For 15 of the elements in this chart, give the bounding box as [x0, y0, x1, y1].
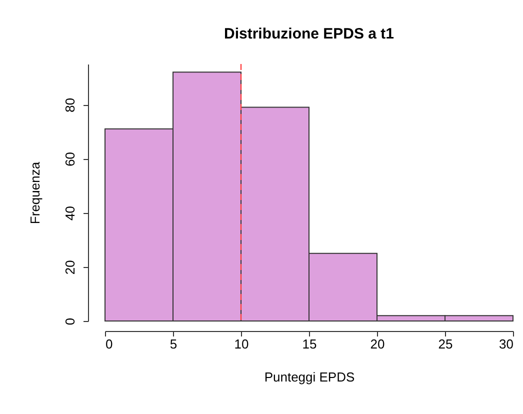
x-tick-label: 25 [438, 336, 453, 352]
x-tick-label: 0 [106, 336, 113, 352]
y-tick-label: 40 [62, 206, 78, 221]
y-tick-label: 20 [62, 260, 78, 275]
chart-title: Distribuzione EPDS a t1 [224, 25, 394, 42]
x-tick-label: 5 [170, 336, 178, 352]
x-tick-label: 30 [499, 336, 514, 352]
y-tick-label: 0 [62, 318, 78, 326]
y-tick-label: 60 [62, 152, 78, 166]
x-tick-label: 20 [370, 336, 385, 352]
x-tick-label: 15 [302, 336, 317, 352]
x-axis-title: Punteggi EPDS [264, 370, 355, 384]
y-axis-title: Frequenza [28, 161, 42, 224]
x-tick-label: 10 [234, 336, 249, 352]
y-tick-label: 80 [62, 98, 78, 112]
